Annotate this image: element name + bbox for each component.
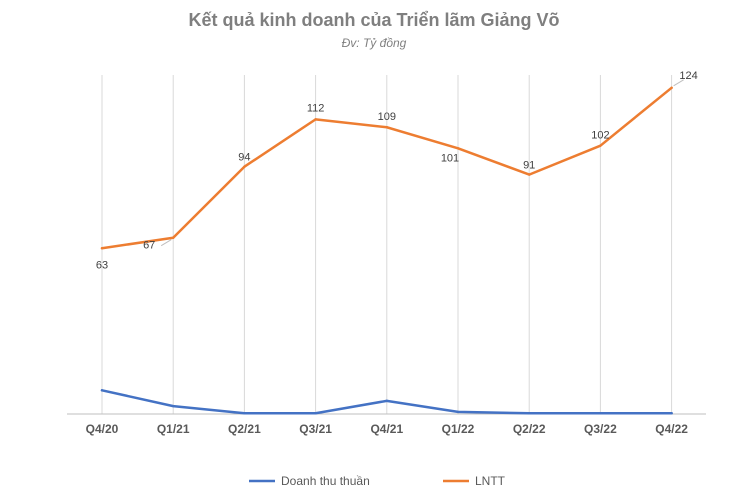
x-tick-label: Q1/21 xyxy=(157,422,190,436)
data-point xyxy=(314,118,317,121)
x-tick-label: Q4/22 xyxy=(655,422,688,436)
data-point xyxy=(456,147,460,150)
data-label: 124 xyxy=(679,70,697,82)
data-point xyxy=(243,412,246,415)
data-point xyxy=(670,412,673,415)
data-point xyxy=(314,412,317,415)
legend-label: Doanh thu thuần xyxy=(281,474,370,488)
x-tick-label: Q2/22 xyxy=(513,422,546,436)
data-label: 67 xyxy=(143,240,155,252)
data-point xyxy=(385,126,388,129)
data-point xyxy=(100,389,104,392)
data-label: 109 xyxy=(378,111,396,123)
label-leader xyxy=(160,239,172,247)
legend-label: LNTT xyxy=(475,474,506,488)
data-point xyxy=(599,144,602,147)
x-tick-label: Q4/20 xyxy=(86,422,119,436)
data-point xyxy=(670,86,673,89)
chart-subtitle: Đv: Tỷ đồng xyxy=(341,36,407,50)
data-point xyxy=(172,236,175,239)
chart-title: Kết quả kinh doanh của Triển lãm Giảng V… xyxy=(188,10,560,30)
data-point xyxy=(243,165,246,168)
x-tick-label: Q3/22 xyxy=(584,422,617,436)
data-label: 63 xyxy=(96,259,108,271)
data-point xyxy=(456,410,460,414)
label-leader xyxy=(673,79,684,87)
data-point xyxy=(528,412,531,415)
data-label: 94 xyxy=(238,152,250,164)
data-label: 91 xyxy=(523,160,535,172)
x-tick-label: Q4/21 xyxy=(370,422,403,436)
data-point xyxy=(385,399,388,403)
x-tick-label: Q3/21 xyxy=(299,422,332,436)
x-tick-label: Q2/21 xyxy=(228,422,261,436)
data-point xyxy=(599,412,602,415)
data-point xyxy=(528,173,531,176)
data-point xyxy=(100,247,104,250)
data-label: 101 xyxy=(441,152,459,164)
data-point xyxy=(172,404,175,408)
x-tick-label: Q1/22 xyxy=(442,422,475,436)
data-label: 102 xyxy=(591,130,609,142)
data-label: 112 xyxy=(307,102,325,114)
